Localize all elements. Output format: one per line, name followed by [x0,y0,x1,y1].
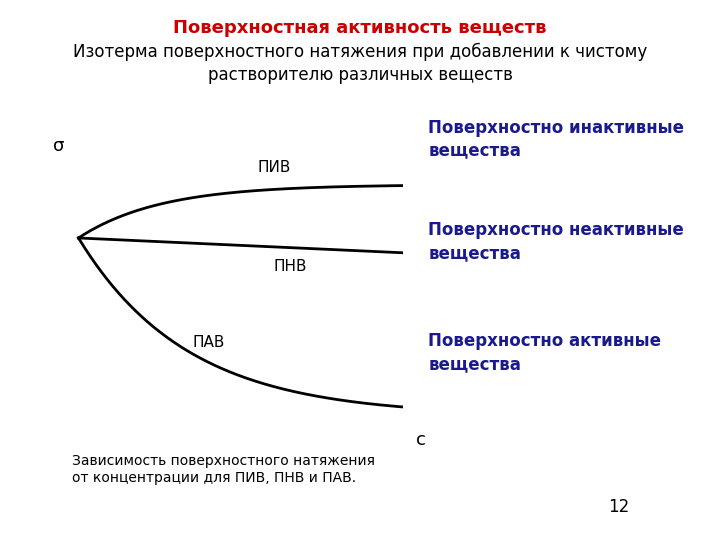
Text: ПИВ: ПИВ [257,160,290,174]
Text: Изотерма поверхностного натяжения при добавлении к чистому
растворителю различны: Изотерма поверхностного натяжения при до… [73,43,647,84]
Text: Поверхностно активные
вещества: Поверхностно активные вещества [428,332,662,373]
Text: Поверхностно неактивные
вещества: Поверхностно неактивные вещества [428,221,684,262]
Text: 12: 12 [608,498,630,516]
Text: Поверхностная активность веществ: Поверхностная активность веществ [174,19,546,37]
Text: Зависимость поверхностного натяжения
от концентрации для ПИВ, ПНВ и ПАВ.: Зависимость поверхностного натяжения от … [72,454,375,485]
Text: σ: σ [53,137,65,155]
Text: ПАВ: ПАВ [192,335,225,350]
Text: c: c [416,430,426,449]
Text: Поверхностно инактивные
вещества: Поверхностно инактивные вещества [428,119,685,160]
Text: ПНВ: ПНВ [274,259,307,274]
